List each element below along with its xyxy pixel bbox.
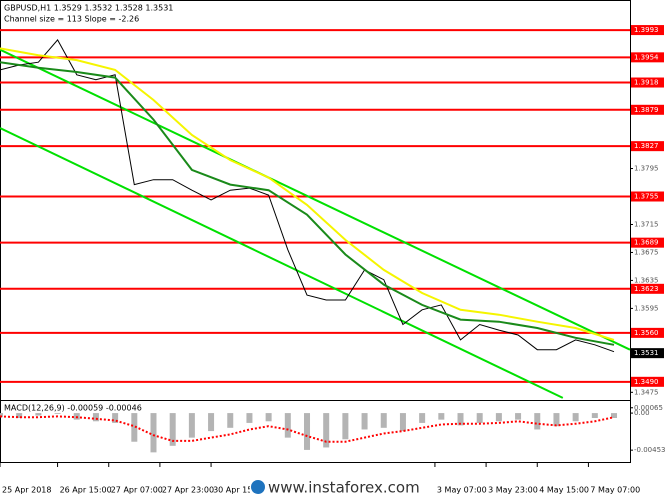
last-price-bg — [631, 348, 664, 359]
macd-title: MACD(12,26,9) -0.00059 -0.00046 — [4, 404, 142, 413]
macd-bar — [208, 413, 215, 432]
level-label-bg — [631, 25, 664, 36]
chart-subtitle: Channel size = 113 Slope = -2.26 — [4, 15, 139, 24]
y-tick-label: 1.3595 — [634, 304, 659, 312]
level-label-bg — [631, 77, 664, 88]
x-tick-label: 26 Apr 15:00 — [60, 486, 112, 495]
watermark-logo — [251, 480, 265, 494]
y-tick-label: 0.00065 — [634, 404, 663, 412]
macd-bar — [131, 413, 138, 442]
macd-bar — [304, 413, 311, 450]
y-tick-label: -0.00453 — [634, 446, 665, 454]
price-line — [0, 39, 615, 353]
indicator-line — [0, 127, 564, 399]
macd-bar — [265, 413, 272, 422]
macd-bar — [284, 413, 291, 438]
level-label-bg — [631, 104, 664, 115]
macd-bar — [380, 413, 387, 428]
macd-bar — [495, 413, 502, 422]
x-tick-label: 3 May 07:00 — [437, 486, 487, 495]
macd-bar — [457, 413, 464, 426]
y-tick-label: 1.3635 — [634, 276, 659, 284]
macd-bar — [342, 413, 349, 440]
plot-frame — [0, 0, 631, 463]
macd-bar — [611, 413, 618, 418]
level-label-bg — [631, 52, 664, 63]
macd-bar — [515, 413, 522, 420]
x-tick-label: 4 May 15:00 — [539, 486, 589, 495]
level-label-bg — [631, 237, 664, 248]
level-label: 1.3918 — [634, 79, 659, 87]
x-tick-label: 27 Apr 07:00 — [111, 486, 163, 495]
macd-bar — [553, 413, 560, 427]
plot: 1.3795 1.3715 1.3675 1.3635 1.3595 1.3475 25 A… — [0, 25, 665, 495]
macd-bar — [112, 413, 119, 423]
y-tick-label: 1.3715 — [634, 220, 659, 228]
y-tick-label: 0.00 — [634, 409, 650, 417]
y-tick-label: 1.3475 — [634, 388, 659, 396]
watermark-bg — [250, 477, 430, 497]
level-label: 1.3954 — [634, 53, 659, 61]
x-tick-label: 30 Apr 15:00 — [213, 486, 265, 495]
macd-bar — [150, 413, 157, 453]
macd-bar — [246, 413, 253, 423]
level-label: 1.3993 — [634, 26, 659, 34]
macd-bar — [54, 413, 61, 414]
macd-bar — [591, 413, 598, 418]
level-label-bg — [631, 327, 664, 338]
macd-bar — [399, 413, 406, 432]
macd-bar — [572, 413, 579, 422]
macd-bar — [419, 413, 426, 423]
indicator-line — [0, 61, 615, 346]
chart-title: GBPUSD,H1 1.3529 1.3532 1.3528 1.3531 — [4, 4, 173, 13]
y-tick-label: 1.3675 — [634, 248, 659, 256]
macd-bar — [92, 413, 99, 422]
x-tick-label: 27 Apr 23:00 — [162, 486, 214, 495]
level-label-bg — [631, 141, 664, 152]
indicator-line — [0, 47, 615, 341]
macd-bar — [0, 413, 3, 418]
level-label: 1.3560 — [634, 329, 659, 337]
level-label: 1.3490 — [634, 378, 659, 386]
level-label-bg — [631, 376, 664, 387]
macd-bar — [227, 413, 234, 428]
x-tick-label: 25 Apr 2018 — [2, 486, 51, 495]
macd-bar — [35, 413, 42, 416]
macd-bar — [323, 413, 330, 448]
macd-bar — [534, 413, 541, 430]
x-tick-label: 7 May 07:00 — [590, 486, 640, 495]
macd-bar — [361, 413, 368, 430]
macd-bar — [188, 413, 195, 438]
macd-bar — [476, 413, 483, 423]
macd-bar — [169, 413, 176, 446]
signal-line — [0, 415, 615, 443]
level-label: 1.3623 — [634, 285, 659, 293]
last-price-label: 1.3531 — [634, 349, 659, 357]
macd-bar — [16, 413, 23, 418]
indicator-line — [0, 48, 631, 351]
watermark: www.instaforex.com — [268, 479, 420, 497]
level-label: 1.3755 — [634, 193, 659, 201]
x-tick-label: 3 May 23:00 — [488, 486, 538, 495]
level-label: 1.3827 — [634, 142, 659, 150]
level-label: 1.3689 — [634, 239, 659, 247]
level-label: 1.3879 — [634, 106, 659, 114]
level-label-bg — [631, 283, 664, 294]
y-tick-label: 1.3795 — [634, 165, 659, 173]
level-label-bg — [631, 191, 664, 202]
macd-bar — [438, 413, 445, 420]
